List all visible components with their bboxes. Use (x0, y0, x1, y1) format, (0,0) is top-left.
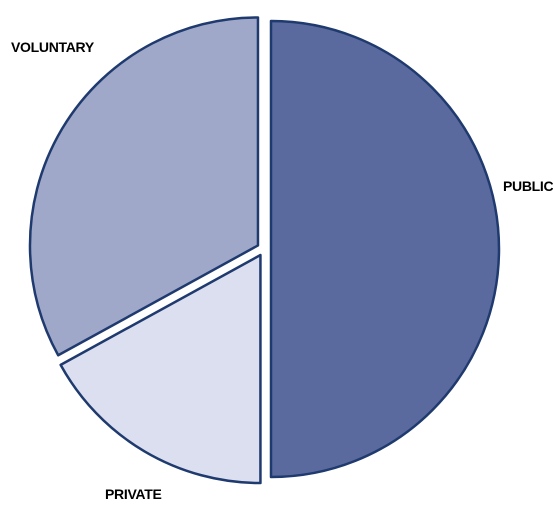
slice-label-private: PRIVATE (105, 486, 162, 502)
pie-slice-public (269, 19, 501, 479)
pie-labels: PUBLIC PRIVATE VOLUNTARY (11, 39, 553, 502)
slice-label-public: PUBLIC (503, 178, 553, 194)
slice-label-voluntary: VOLUNTARY (11, 39, 95, 55)
pie-slice-private (59, 253, 262, 485)
pie-slices (28, 16, 501, 485)
pie-slice-voluntary (28, 16, 260, 357)
